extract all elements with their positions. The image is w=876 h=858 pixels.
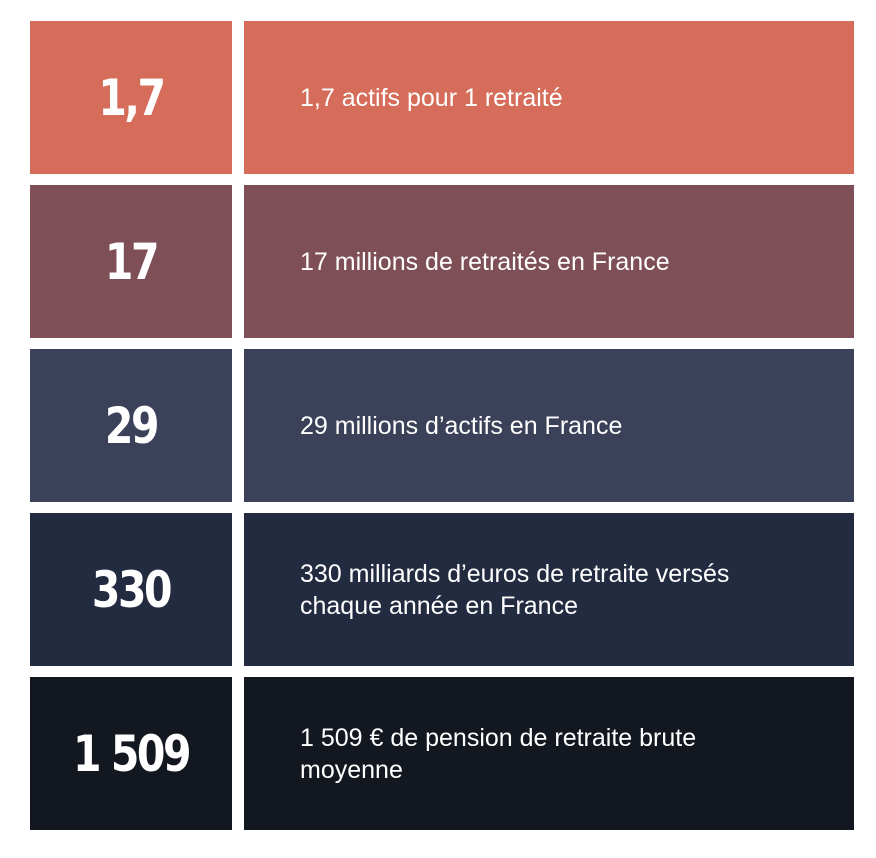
stat-label-panel: 1 509 € de pension de retraite brute moy… (244, 677, 854, 830)
stat-label: 1,7 actifs pour 1 retraité (300, 83, 563, 112)
stat-value: 29 (104, 396, 160, 455)
stat-value: 1,7 (98, 68, 166, 127)
stat-value-panel: 17 (30, 185, 232, 338)
stat-value: 17 (104, 232, 160, 291)
stat-label: 330 milliards d’euros de retraite versés… (300, 559, 730, 620)
stat-row-average-pension: 1 509 1 509 € de pension de retraite bru… (30, 677, 854, 830)
stat-value: 1 509 (72, 724, 192, 783)
stat-value-panel: 1,7 (30, 21, 232, 174)
stat-row-pension-spending: 330 330 milliards d’euros de retraite ve… (30, 513, 854, 666)
stat-label: 17 millions de retraités en France (300, 247, 670, 276)
stat-label-panel: 330 milliards d’euros de retraite versés… (244, 513, 854, 666)
stat-row-workers-per-retiree: 1,7 1,7 actifs pour 1 retraité (30, 21, 854, 174)
stat-label-panel: 1,7 actifs pour 1 retraité (244, 21, 854, 174)
stat-row-workers: 29 29 millions d’actifs en France (30, 349, 854, 502)
stat-label: 29 millions d’actifs en France (300, 411, 623, 440)
stat-value: 330 (91, 560, 173, 619)
stat-value-panel: 29 (30, 349, 232, 502)
stat-label-panel: 17 millions de retraités en France (244, 185, 854, 338)
stat-label-panel: 29 millions d’actifs en France (244, 349, 854, 502)
stat-value-panel: 1 509 (30, 677, 232, 830)
stat-label: 1 509 € de pension de retraite brute moy… (300, 723, 697, 784)
stat-value-panel: 330 (30, 513, 232, 666)
stat-row-retirees: 17 17 millions de retraités en France (30, 185, 854, 338)
